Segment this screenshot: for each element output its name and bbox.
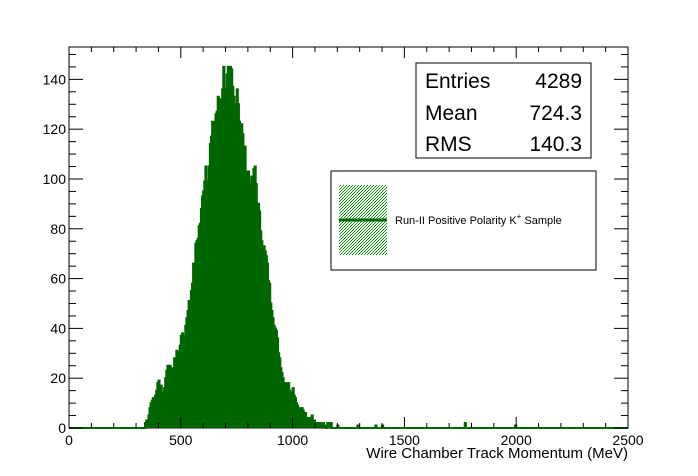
legend: Run-II Positive Polarity K+ Sample (330, 170, 597, 271)
y-tick-label: 20 (50, 370, 66, 386)
y-tick-labels: 0 20 40 60 80 100 120 140 (43, 71, 67, 436)
legend-superscript: + (517, 212, 522, 221)
x-tick-label: 2000 (501, 432, 532, 448)
stats-box: Entries 4289 Mean 724.3 RMS 140.3 (415, 62, 592, 159)
legend-label: Run-II Positive Polarity K+ Sample (395, 212, 562, 227)
x-tick-label: 1500 (389, 432, 420, 448)
x-tick-labels: 0 500 1000 1500 2000 2500 (65, 432, 644, 448)
y-tick-label: 120 (43, 121, 67, 137)
stats-entries-value: 4289 (535, 70, 582, 93)
stats-entries-label: Entries (425, 70, 490, 93)
y-tick-label: 60 (50, 271, 66, 287)
stats-mean-value: 724.3 (529, 102, 582, 125)
stats-mean-label: Mean (425, 102, 478, 125)
x-tick-label: 2500 (612, 432, 643, 448)
stats-rms-value: 140.3 (529, 133, 582, 156)
x-axis-title: Wire Chamber Track Momentum (MeV) (366, 445, 628, 462)
y-tick-label: 80 (50, 221, 66, 237)
histogram-outline (69, 65, 628, 429)
y-tick-label: 40 (50, 320, 66, 336)
y-tick-label: 100 (43, 171, 67, 187)
x-tick-label: 0 (65, 432, 73, 448)
x-tick-label: 1000 (277, 432, 308, 448)
axis-ticks (68, 47, 629, 429)
y-tick-label: 140 (43, 71, 67, 87)
y-tick-label: 0 (58, 420, 66, 436)
x-tick-label: 500 (169, 432, 193, 448)
stats-rms-label: RMS (425, 133, 472, 156)
